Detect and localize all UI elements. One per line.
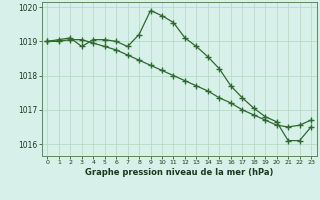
X-axis label: Graphe pression niveau de la mer (hPa): Graphe pression niveau de la mer (hPa) [85, 168, 273, 177]
